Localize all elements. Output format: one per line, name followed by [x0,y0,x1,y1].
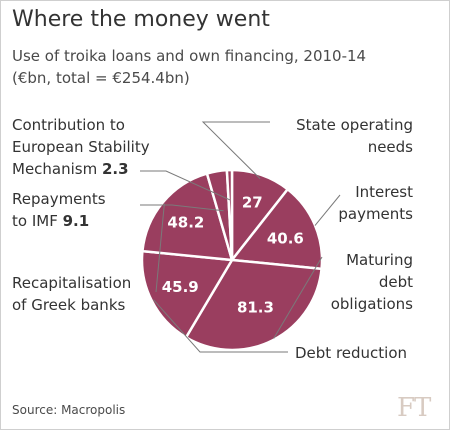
leader-esm [140,170,231,201]
label-imf-line-2: to IMF 9.1 [12,210,106,232]
label-esm-line-3: Mechanism 2.3 [12,158,150,180]
pie-slice-2 [230,188,324,271]
label-esm-line-2: European Stability [12,138,150,156]
label-recap-line-1: Recapitalisation [12,274,132,292]
ft-logo: FT [397,393,431,423]
leader-recapitalisation [155,203,165,293]
label-state-operating-needs: State operating needs [251,114,413,158]
pie-slice-5 [141,172,234,262]
leader-imf [140,204,224,212]
slice-value-label-5: 48.2 [167,214,204,232]
leader-interest [314,194,341,226]
label-imf-line-1: Repayments [12,190,106,208]
chart-subtitle: Use of troika loans and own financing, 2… [12,45,442,89]
slice-value-label-2: 40.6 [267,229,304,247]
label-debt-reduction: Debt reduction [295,344,408,362]
source-note: Source: Macropolis [12,403,126,417]
label-interest-line-1: Interest [355,183,413,201]
chart-title: Where the money went [12,7,270,32]
label-interest-payments: Interest payments [301,181,413,225]
pie-slice-7 [225,168,234,262]
leader-maturing [273,256,323,339]
pie-slice-4 [140,249,234,339]
label-maturing-line-1: Maturing [346,251,413,269]
label-imf-value: 9.1 [62,212,90,230]
label-imf-text: to IMF [12,212,58,230]
slice-value-label-1: 27 [242,193,263,211]
label-imf: Repayments to IMF 9.1 [12,188,106,232]
label-maturing-debt: Maturing debt obligations [301,249,413,315]
label-maturing-line-2: debt [378,273,413,291]
label-esm-value: 2.3 [102,160,129,178]
slice-value-label-4: 45.9 [162,278,199,296]
label-esm-line-1: Contribution to [12,116,125,134]
label-state-line-1: State operating [296,116,413,134]
label-recap-line-2: of Greek banks [12,296,126,314]
label-recapitalisation: Recapitalisation of Greek banks [12,272,131,316]
slice-value-label-3: 81.3 [237,298,274,316]
label-esm: Contribution to European Stability Mecha… [12,114,150,180]
label-state-line-2: needs [367,138,413,156]
subtitle-line-2: (€bn, total = €254.4bn) [12,69,190,87]
leader-debt-reduction [153,299,288,353]
label-interest-line-2: payments [338,205,413,223]
label-maturing-line-3: obligations [330,295,413,313]
leader-state-operating [201,121,270,180]
subtitle-line-1: Use of troika loans and own financing, 2… [12,47,367,65]
label-esm-text: Mechanism [12,160,98,178]
